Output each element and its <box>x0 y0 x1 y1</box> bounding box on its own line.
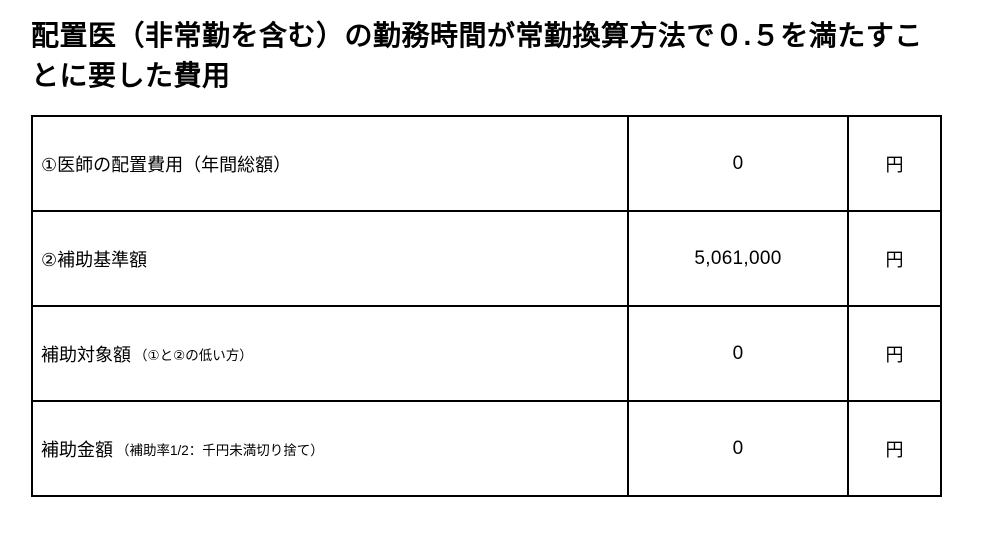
row-amount: 5,061,000 <box>629 212 849 305</box>
row-unit: 円 <box>885 154 904 175</box>
page-title: 配置医（非常勤を含む）の勤務時間が常勤換算方法で０.５を満たすことに要した費用 <box>31 20 923 91</box>
row-amount: 0 <box>629 307 849 400</box>
cost-table: ①医師の配置費用（年間総額） 0 円 ②補助基準額 5,061,000 円 補助… <box>31 115 942 497</box>
row-amount: 0 <box>629 117 849 210</box>
table-row: ①医師の配置費用（年間総額） 0 円 <box>33 117 940 210</box>
row-label-cell: 補助対象額 （①と②の低い方） <box>33 307 629 400</box>
row-unit: 円 <box>885 439 904 460</box>
table-row: 補助対象額 （①と②の低い方） 0 円 <box>33 305 940 400</box>
row-label-cell: ①医師の配置費用（年間総額） <box>33 117 629 210</box>
row-label-cell: ②補助基準額 <box>33 212 629 305</box>
row-label: 補助対象額 <box>41 344 131 365</box>
row-unit: 円 <box>885 249 904 270</box>
row-amount: 0 <box>629 402 849 495</box>
row-unit: 円 <box>885 344 904 365</box>
row-label: ②補助基準額 <box>41 249 148 270</box>
row-note: （補助率1/2：千円未満切り捨て） <box>116 442 324 458</box>
row-label-cell: 補助金額 （補助率1/2：千円未満切り捨て） <box>33 402 629 495</box>
table-row: ②補助基準額 5,061,000 円 <box>33 210 940 305</box>
row-note: （①と②の低い方） <box>134 347 253 363</box>
row-label: 補助金額 <box>41 439 113 460</box>
table-row: 補助金額 （補助率1/2：千円未満切り捨て） 0 円 <box>33 400 940 495</box>
row-label: ①医師の配置費用（年間総額） <box>41 154 292 175</box>
